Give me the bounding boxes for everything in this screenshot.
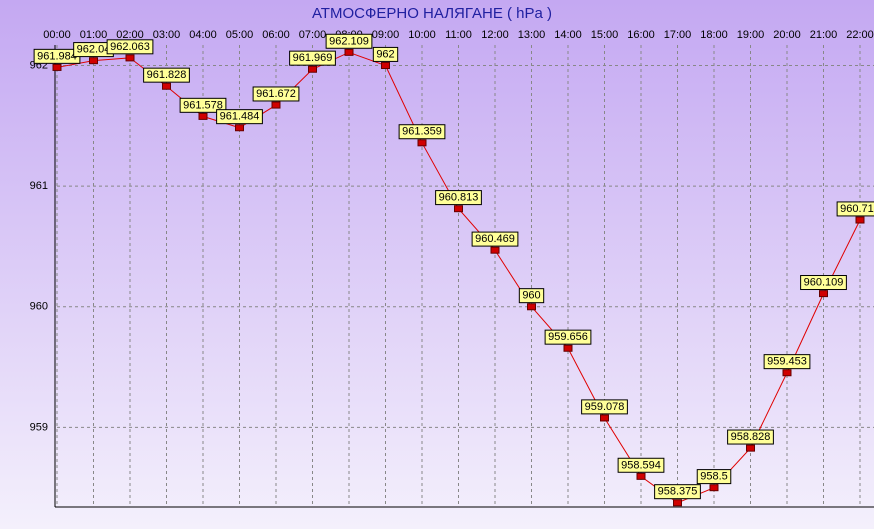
data-label: 961.578 (183, 99, 223, 111)
label-bg (179, 97, 227, 113)
point-marker (89, 57, 98, 65)
data-label: 960.719 (840, 203, 874, 215)
label-bg (581, 399, 628, 415)
data-label: 958.375 (658, 486, 698, 498)
y-tick-label: 961 (30, 180, 48, 192)
x-tick-label: 06:00 (262, 29, 290, 41)
point-marker (235, 124, 244, 132)
x-tick-label: 19:00 (737, 29, 765, 41)
data-label: 960 (522, 290, 540, 302)
point-marker (125, 54, 135, 62)
point-marker (344, 48, 354, 56)
data-label: 962.04 (77, 44, 111, 56)
x-tick-label: 07:00 (299, 29, 327, 41)
point-marker (527, 303, 536, 311)
label-bg (398, 124, 446, 140)
data-label: 961.828 (147, 69, 187, 81)
point-marker (746, 444, 755, 452)
label-bg (106, 39, 154, 55)
point-marker (490, 246, 500, 254)
x-tick-label: 21:00 (810, 29, 838, 41)
x-tick-label: 11:00 (445, 29, 472, 41)
x-tick-label: 01:00 (80, 29, 108, 41)
data-label: 962.063 (110, 41, 150, 53)
point-marker (636, 472, 646, 480)
point-marker (308, 65, 317, 73)
point-marker (673, 499, 682, 507)
data-label: 961.484 (220, 111, 260, 123)
x-tick-label: 03:00 (153, 29, 181, 41)
y-tick-label: 960 (30, 301, 48, 313)
label-bg (216, 109, 263, 125)
label-bg (617, 457, 665, 473)
data-label: 960.469 (475, 233, 515, 245)
data-label: 962.109 (329, 35, 369, 47)
point-marker (198, 112, 208, 120)
y-tick-label: 959 (30, 421, 48, 433)
point-marker (709, 484, 719, 492)
label-bg (325, 33, 373, 49)
x-tick-label: 13:00 (518, 29, 546, 41)
x-tick-label: 16:00 (627, 29, 655, 41)
x-tick-label: 09:00 (372, 29, 400, 41)
point-marker (454, 205, 463, 213)
point-marker (600, 414, 609, 422)
point-marker (417, 139, 427, 147)
data-label: 960.813 (439, 192, 479, 204)
label-bg (654, 484, 701, 500)
label-bg (696, 469, 732, 485)
data-label: 958.5 (700, 471, 728, 483)
label-bg (727, 429, 774, 445)
point-marker (563, 344, 573, 352)
data-label: 959.453 (767, 356, 807, 368)
data-label: 961.984 (37, 50, 77, 62)
label-bg (471, 231, 519, 247)
x-tick-label: 00:00 (43, 29, 71, 41)
point-marker (52, 63, 62, 71)
label-bg (544, 329, 592, 345)
data-label: 958.828 (731, 431, 771, 443)
label-bg (372, 46, 399, 62)
x-tick-label: 18:00 (700, 29, 728, 41)
x-tick-label: 22:00 (846, 29, 874, 41)
x-tick-label: 05:00 (226, 29, 254, 41)
label-bg (800, 275, 847, 291)
point-marker (271, 101, 281, 109)
chart-title: АТМОСФЕРНО НАЛЯГАНЕ ( hPa ) (312, 5, 552, 22)
point-marker (855, 216, 865, 224)
label-bg (518, 288, 545, 304)
x-tick-label: 10:00 (408, 29, 436, 41)
label-bg (252, 86, 300, 102)
point-marker (782, 369, 792, 377)
data-label: 960.109 (804, 277, 844, 289)
label-bg (836, 201, 874, 217)
label-bg (289, 50, 336, 66)
point-marker (381, 62, 390, 70)
x-tick-label: 02:00 (116, 29, 144, 41)
x-tick-label: 20:00 (773, 29, 801, 41)
x-tick-label: 14:00 (554, 29, 582, 41)
point-marker (162, 82, 171, 90)
x-tick-label: 17:00 (664, 29, 692, 41)
data-label: 961.969 (293, 52, 333, 64)
data-label: 959.078 (585, 401, 625, 413)
x-tick-label: 15:00 (591, 29, 619, 41)
data-label: 961.672 (256, 88, 296, 100)
label-bg (763, 354, 811, 370)
data-label: 961.359 (402, 126, 442, 138)
x-tick-label: 04:00 (189, 29, 217, 41)
data-label: 958.594 (621, 459, 661, 471)
data-label: 962 (376, 48, 394, 60)
x-tick-label: 12:00 (481, 29, 509, 41)
data-label: 959.656 (548, 331, 588, 343)
label-bg (143, 67, 190, 83)
label-bg (435, 190, 482, 206)
point-marker (819, 290, 828, 298)
